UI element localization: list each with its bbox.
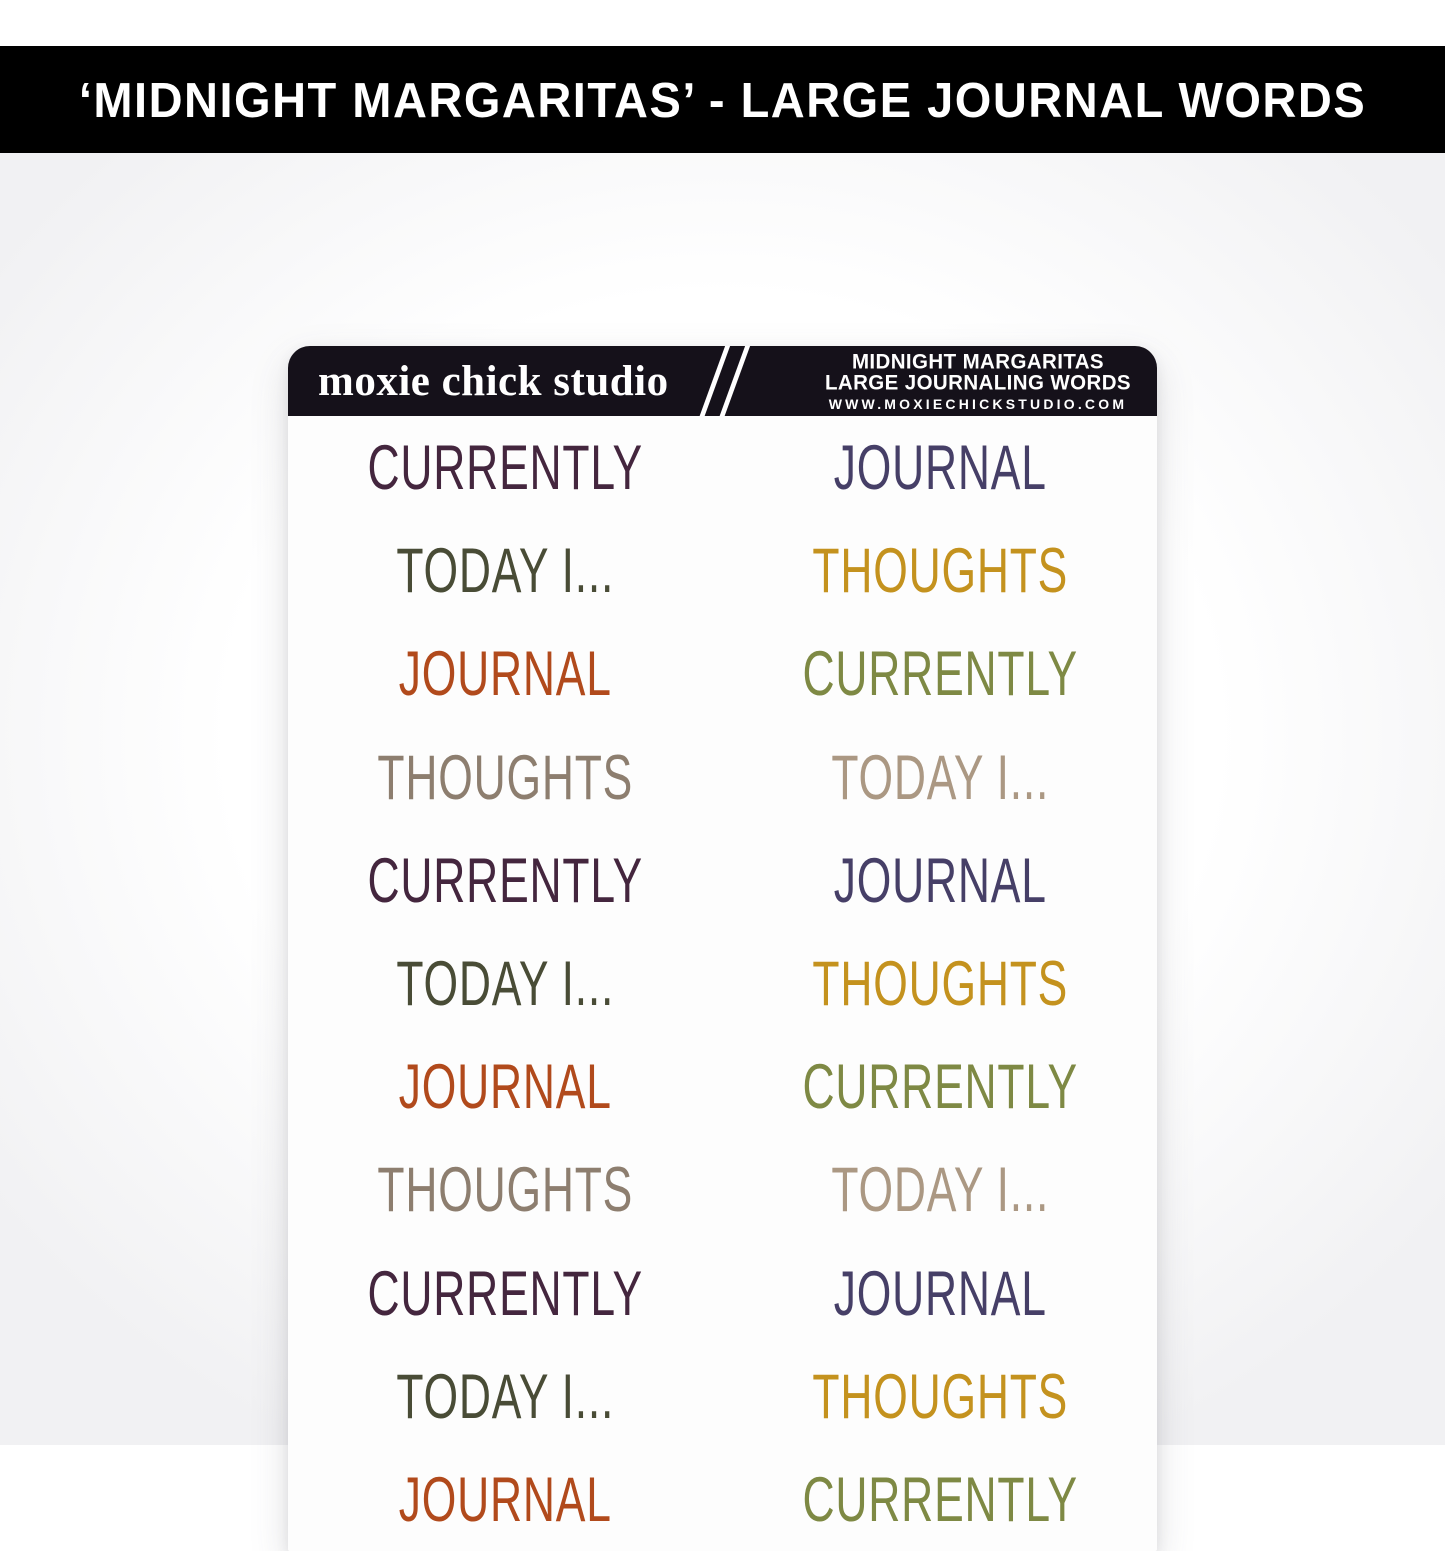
website-url: WWW.MOXIECHICKSTUDIO.COM bbox=[828, 395, 1128, 412]
sticker-word: CURRENTLY bbox=[367, 432, 643, 503]
product-title-banner: ‘MIDNIGHT MARGARITAS’ - LARGE JOURNAL WO… bbox=[0, 46, 1445, 153]
sticker-word: TODAY I... bbox=[396, 1361, 615, 1432]
sticker-word: CURRENTLY bbox=[802, 1051, 1078, 1122]
sticker-word: JOURNAL bbox=[833, 845, 1047, 916]
word-column-right: JOURNAL THOUGHTS CURRENTLY TODAY I... JOURNA… bbox=[723, 416, 1158, 1551]
sticker-word-grid: CURRENTLY TODAY I... JOURNAL THOUGHTS CURREN… bbox=[288, 416, 1157, 1551]
sticker-word: TODAY I... bbox=[830, 741, 1049, 813]
sticker-word: CURRENTLY bbox=[802, 1464, 1078, 1535]
sticker-word: TODAY I... bbox=[396, 535, 615, 606]
sticker-word: THOUGHTS bbox=[811, 1361, 1068, 1432]
sticker-sheet-header: moxie chick studio MIDNIGHT MARGARITAS L… bbox=[288, 346, 1157, 416]
sheet-title-line2: LARGE JOURNALING WORDS bbox=[824, 370, 1131, 395]
sticker-word: JOURNAL bbox=[833, 1257, 1047, 1329]
sticker-word: JOURNAL bbox=[398, 1051, 612, 1122]
top-white-strip bbox=[0, 0, 1445, 46]
sticker-word: CURRENTLY bbox=[802, 638, 1078, 710]
sticker-word: THOUGHTS bbox=[377, 1154, 634, 1226]
brand-logo: moxie chick studio bbox=[318, 357, 669, 405]
sticker-word: CURRENTLY bbox=[367, 1257, 643, 1329]
sticker-word: CURRENTLY bbox=[367, 845, 643, 916]
sticker-word: THOUGHTS bbox=[377, 741, 634, 813]
sticker-word: THOUGHTS bbox=[811, 948, 1068, 1019]
sticker-word: JOURNAL bbox=[833, 432, 1047, 503]
sticker-word: JOURNAL bbox=[398, 638, 612, 710]
sticker-word: THOUGHTS bbox=[811, 535, 1068, 606]
sheet-title-block: MIDNIGHT MARGARITAS LARGE JOURNALING WOR… bbox=[825, 346, 1131, 416]
sheet-title-line1: MIDNIGHT MARGARITAS bbox=[851, 349, 1104, 374]
background-stage: moxie chick studio MIDNIGHT MARGARITAS L… bbox=[0, 153, 1445, 1551]
sticker-word: JOURNAL bbox=[398, 1464, 612, 1535]
sticker-word: TODAY I... bbox=[396, 948, 615, 1019]
sticker-sheet: moxie chick studio MIDNIGHT MARGARITAS L… bbox=[288, 346, 1157, 1551]
product-title: ‘MIDNIGHT MARGARITAS’ - LARGE JOURNAL WO… bbox=[78, 71, 1367, 128]
word-column-left: CURRENTLY TODAY I... JOURNAL THOUGHTS CURREN… bbox=[288, 416, 723, 1551]
sticker-word: TODAY I... bbox=[830, 1154, 1049, 1226]
